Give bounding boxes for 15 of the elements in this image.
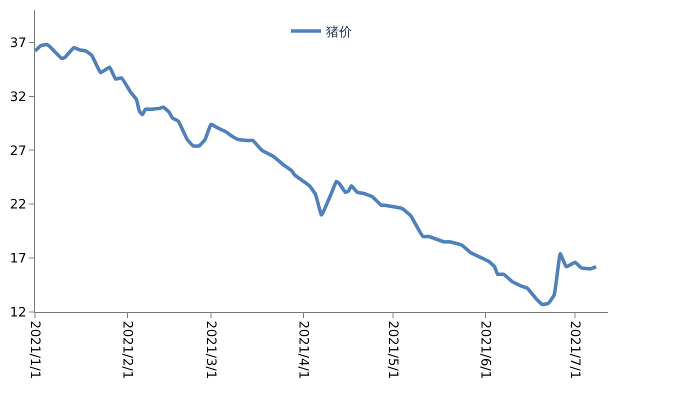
x-tick-label: 2021/4/1 bbox=[295, 320, 310, 379]
legend-label: 猪价 bbox=[326, 25, 352, 40]
y-tick-label: 12 bbox=[10, 306, 26, 321]
x-tick-label: 2021/2/1 bbox=[119, 320, 134, 379]
y-tick-label: 27 bbox=[10, 144, 26, 159]
y-tick-label: 32 bbox=[10, 90, 26, 105]
line-series bbox=[35, 42, 598, 306]
y-tick-label: 22 bbox=[10, 198, 26, 213]
x-tick-label: 2021/1/1 bbox=[26, 320, 42, 379]
x-tick-label: 2021/3/1 bbox=[202, 320, 218, 379]
x-tick-label: 2021/5/1 bbox=[384, 320, 400, 379]
x-tick-label: 2021/7/1 bbox=[566, 320, 582, 379]
x-tick-label: 2021/6/1 bbox=[477, 320, 492, 379]
y-tick-label: 17 bbox=[10, 252, 26, 267]
y-tick-label: 37 bbox=[10, 36, 26, 51]
